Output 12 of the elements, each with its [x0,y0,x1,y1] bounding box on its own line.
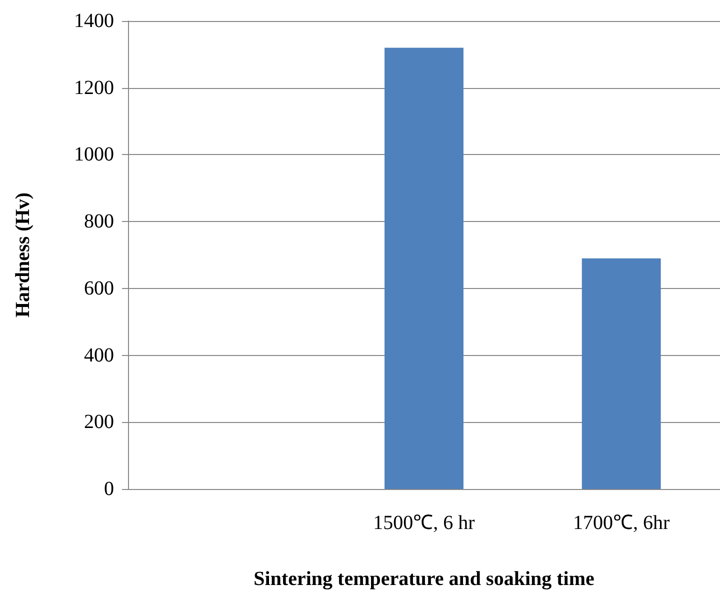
y-tick-label: 1000 [74,144,114,166]
y-tick-label: 1400 [74,10,114,32]
y-tick-label: 800 [84,210,114,233]
x-axis-title: Sintering temperature and soaking time [254,568,594,590]
x-tick-label: 1500℃, 6 hr [373,512,476,534]
y-tick-label: 0 [104,478,114,500]
x-tick-label: 1700℃, 6hr [572,512,670,534]
y-tick-label: 200 [84,411,114,434]
y-tick-label: 400 [84,344,114,366]
y-tick-label: 1200 [74,76,114,99]
y-axis-title: Hardness (Hv) [12,192,34,318]
y-tick-label: 600 [84,277,114,300]
